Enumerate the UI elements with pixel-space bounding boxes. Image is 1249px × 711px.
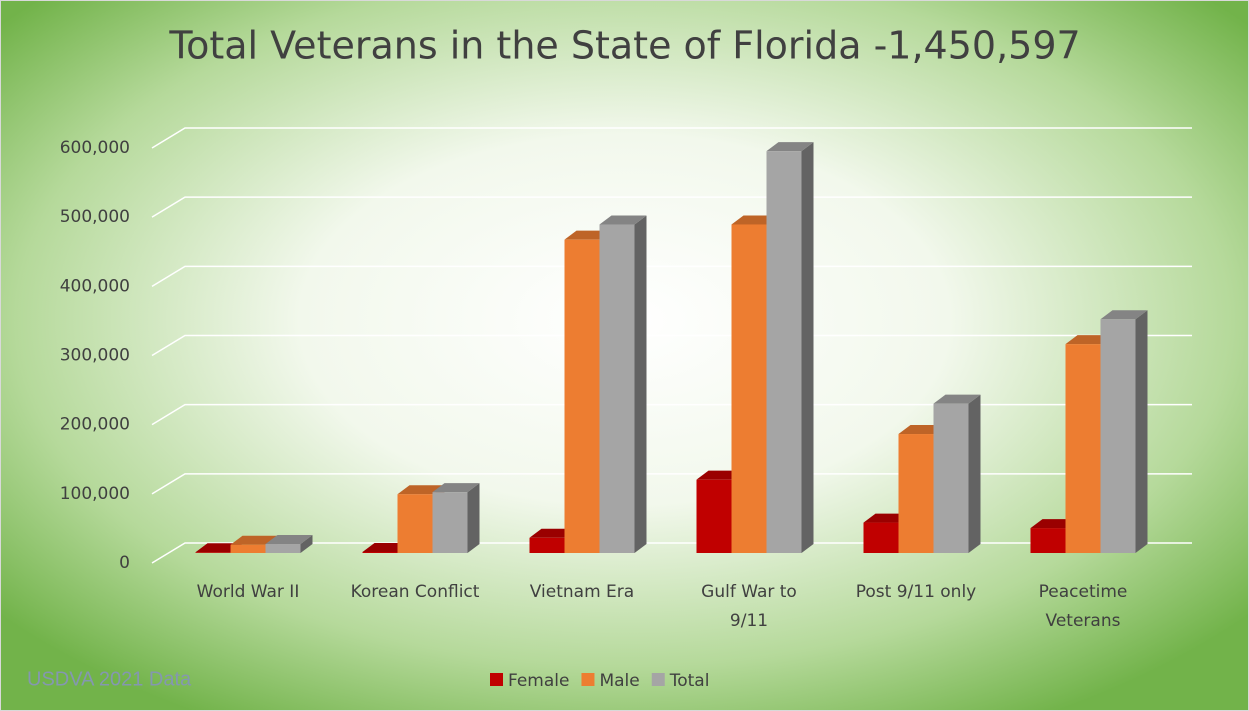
y-tick-label: 300,000 <box>60 346 130 366</box>
legend-label: Male <box>599 671 639 691</box>
y-tick-label: 600,000 <box>60 138 130 158</box>
bar-top <box>933 394 981 404</box>
bar-top <box>1100 310 1148 320</box>
bar <box>731 224 767 554</box>
bar <box>933 403 969 553</box>
bar <box>564 239 600 554</box>
source-note: USDVA 2021 Data <box>27 668 192 690</box>
x-tick-label: Gulf War to 9/11 <box>701 582 797 631</box>
bar <box>1100 319 1136 553</box>
bar-top <box>599 215 647 225</box>
grid-line <box>151 334 1192 357</box>
bar-top <box>265 535 313 545</box>
legend-label: Total <box>669 671 710 691</box>
legend-swatch <box>490 673 503 686</box>
chart-title: Total Veterans in the State of Florida -… <box>168 24 1080 68</box>
grid-line <box>151 196 1192 218</box>
bar <box>432 492 468 553</box>
bar <box>1065 344 1101 553</box>
grid-line <box>151 542 1192 564</box>
x-tick-label: Vietnam Era <box>529 582 635 602</box>
bar <box>195 552 231 553</box>
bar <box>362 551 398 553</box>
bar-side <box>634 215 647 554</box>
bar-side <box>467 483 480 553</box>
bar-top <box>766 142 814 152</box>
x-tick-label: World War II <box>196 582 300 602</box>
grid-line <box>151 127 1192 149</box>
bar <box>230 544 266 553</box>
bar-top <box>230 535 278 545</box>
bar-side <box>300 535 313 553</box>
bar <box>1030 528 1066 553</box>
x-tick-label: Korean Conflict <box>350 582 480 602</box>
y-tick-label: 400,000 <box>60 276 130 296</box>
bar <box>898 434 934 553</box>
bar <box>397 494 433 553</box>
bar-side <box>968 394 981 553</box>
grid-line <box>151 473 1192 495</box>
grid-line <box>151 403 1192 426</box>
y-tick-label: 200,000 <box>60 415 130 435</box>
bar <box>265 544 301 553</box>
bar <box>599 224 635 554</box>
bar-side <box>1135 310 1148 553</box>
legend-swatch <box>651 673 665 686</box>
bar <box>696 479 732 553</box>
bar-side <box>801 142 814 553</box>
y-tick-label: 0 <box>119 553 130 573</box>
bar <box>766 151 802 553</box>
x-tick-label: Peacetime Veterans <box>1038 582 1128 631</box>
bar <box>863 522 899 553</box>
bar-top <box>432 483 480 493</box>
y-tick-label: 500,000 <box>60 207 130 227</box>
grid-line <box>151 265 1192 287</box>
bar <box>529 537 565 553</box>
y-tick-label: 100,000 <box>60 484 130 504</box>
x-tick-label: Post 9/11 only <box>855 582 977 602</box>
legend-swatch <box>581 673 595 686</box>
legend-label: Female <box>508 671 569 691</box>
